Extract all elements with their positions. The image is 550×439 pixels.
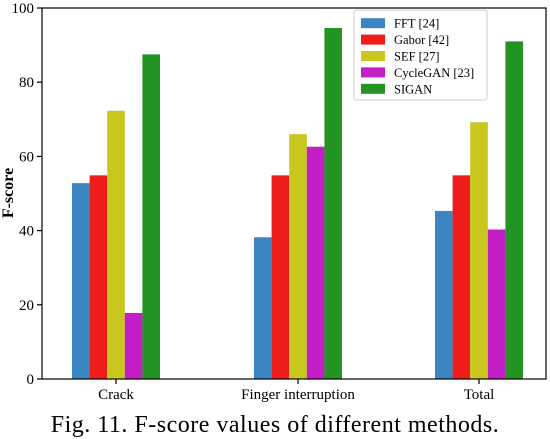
bar-gabor-42-total <box>452 175 471 379</box>
bar-cyclegan-23-crack <box>124 312 143 379</box>
bar-sigan-crack <box>142 54 160 380</box>
legend-swatch <box>361 83 385 94</box>
y-axis-ticks: 0 20 40 60 80 100 <box>12 1 42 388</box>
bar-fft-24-total <box>435 210 453 379</box>
legend-frame <box>353 9 488 101</box>
legend-label: FFT [24] <box>394 17 439 31</box>
bar-gabor-42-finger-interruption <box>271 175 290 379</box>
bar-fft-24-crack <box>72 183 90 379</box>
y-tick-label: 80 <box>19 75 34 91</box>
bar-sigan-total <box>505 41 523 379</box>
bar-cyclegan-23-finger-interruption <box>306 146 325 379</box>
x-tick-label: Crack <box>98 387 134 403</box>
legend-swatch <box>361 51 385 61</box>
y-tick-label: 60 <box>19 149 34 165</box>
bar-sigan-finger-interruption <box>324 28 342 380</box>
bar-gabor-42-crack <box>89 175 108 379</box>
bar-sef-27-crack <box>107 110 125 380</box>
bar-sef-27-total <box>470 122 488 380</box>
legend-label: Gabor [42] <box>394 33 449 47</box>
y-axis-label: F-score <box>0 168 17 218</box>
plot-frame <box>41 7 547 380</box>
y-tick-label: 40 <box>19 224 34 240</box>
bar-sef-27-finger-interruption <box>289 134 307 379</box>
x-axis-ticks: Crack Finger interruption Total <box>98 379 494 403</box>
bar-fft-24-finger-interruption <box>254 237 272 379</box>
legend-label: SEF [27] <box>394 50 440 64</box>
x-tick-label: Total <box>464 387 495 403</box>
bars-group <box>72 28 523 380</box>
x-tick-label: Finger interruption <box>241 387 355 403</box>
legend-swatch <box>361 18 385 29</box>
y-tick-label: 0 <box>27 372 35 388</box>
y-tick-label: 100 <box>12 1 35 17</box>
legend-swatch <box>361 67 385 78</box>
legend-label: CycleGAN [23] <box>394 66 474 80</box>
legend: FFT [24] Gabor [42] SEF [27] CycleGAN [23] S… <box>353 9 488 101</box>
bar-cyclegan-23-total <box>487 229 506 379</box>
y-tick-label: 20 <box>19 298 34 314</box>
chart: 0 20 40 60 80 100 Crack Finger interruption Tot… <box>0 1 547 403</box>
legend-swatch <box>361 34 385 45</box>
legend-label: SIGAN <box>394 82 432 96</box>
figure-caption: Fig. 11. F-score values of different met… <box>50 412 500 438</box>
